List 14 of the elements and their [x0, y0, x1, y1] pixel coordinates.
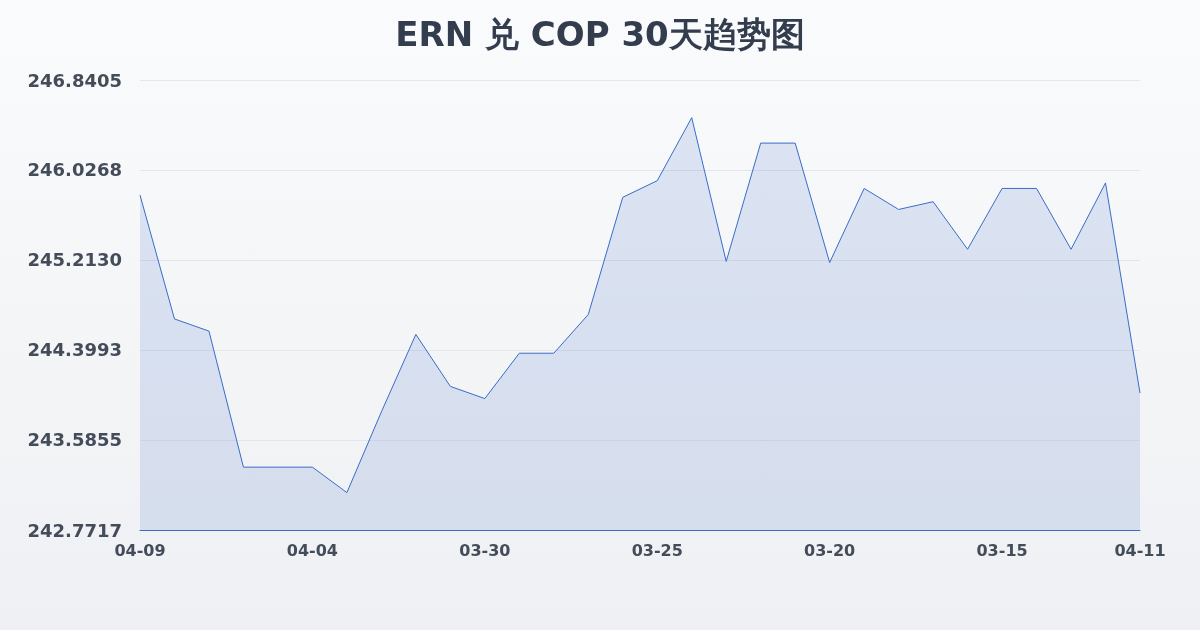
- y-tick-label: 246.8405: [27, 69, 122, 91]
- x-tick-label: 04-11: [1114, 540, 1166, 560]
- y-tick-label: 245.2130: [27, 249, 122, 271]
- x-tick-label: 04-04: [286, 540, 338, 560]
- y-tick-label: 246.0268: [27, 159, 122, 181]
- y-tick-label: 244.3993: [27, 339, 122, 361]
- x-tick-label: 03-25: [631, 540, 683, 560]
- x-tick-label: 03-30: [459, 540, 511, 560]
- x-tick-label: 03-20: [804, 540, 856, 560]
- y-tick-label: 242.7717: [27, 519, 122, 541]
- x-tick-label: 03-15: [976, 540, 1028, 560]
- chart-title: ERN 兑 COP 30天趋势图: [395, 14, 805, 54]
- y-tick-label: 243.5855: [27, 429, 122, 451]
- x-tick-label: 04-09: [114, 540, 166, 560]
